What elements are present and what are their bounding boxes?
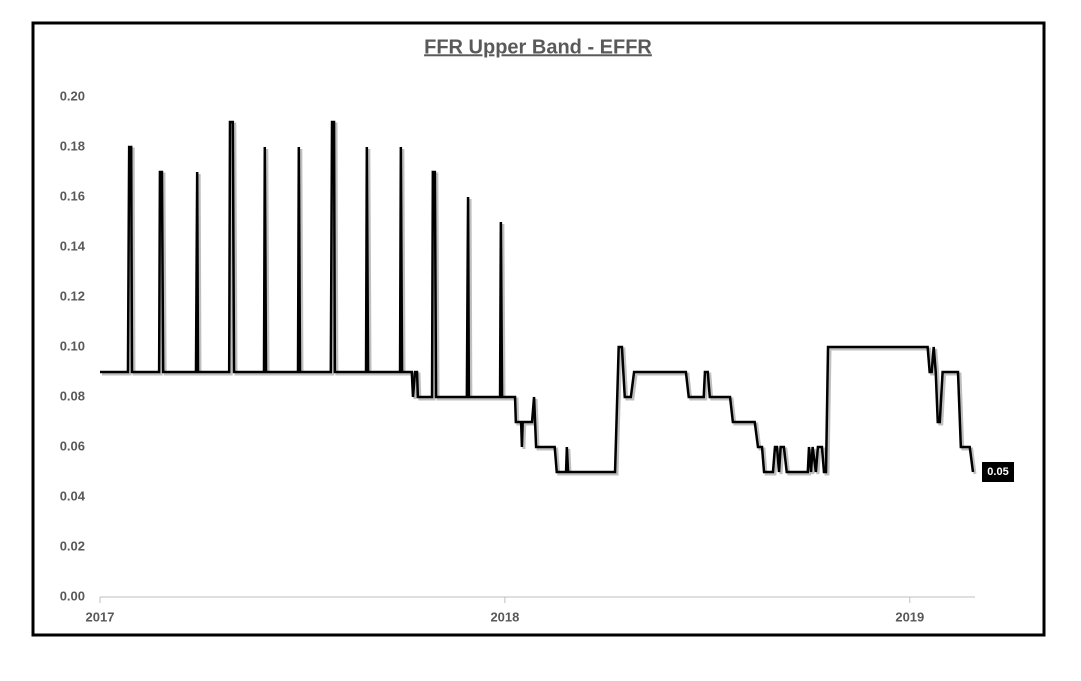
y-tick-label: 0.00 [60,588,85,603]
y-tick-label: 0.04 [60,488,86,503]
y-tick-label: 0.20 [60,88,85,103]
y-tick-label: 0.02 [60,538,85,553]
data-label: 0.05 [987,466,1008,478]
y-tick-label: 0.08 [60,388,85,403]
x-tick-label: 2019 [895,609,924,624]
chart-frame [31,21,1046,637]
label-box [982,462,1014,482]
y-tick-label: 0.06 [60,438,85,453]
x-tick-label: 2017 [86,609,115,624]
line-shadow [102,122,977,476]
y-tick-label: 0.16 [60,188,85,203]
chart-title: FFR Upper Band - EFFR [424,36,652,58]
data-line [100,120,975,474]
y-tick-label: 0.12 [60,288,85,303]
y-tick-label: 0.18 [60,138,85,153]
x-tick-label: 2018 [490,609,519,624]
y-tick-label: 0.14 [60,238,86,253]
y-tick-label: 0.10 [60,338,85,353]
